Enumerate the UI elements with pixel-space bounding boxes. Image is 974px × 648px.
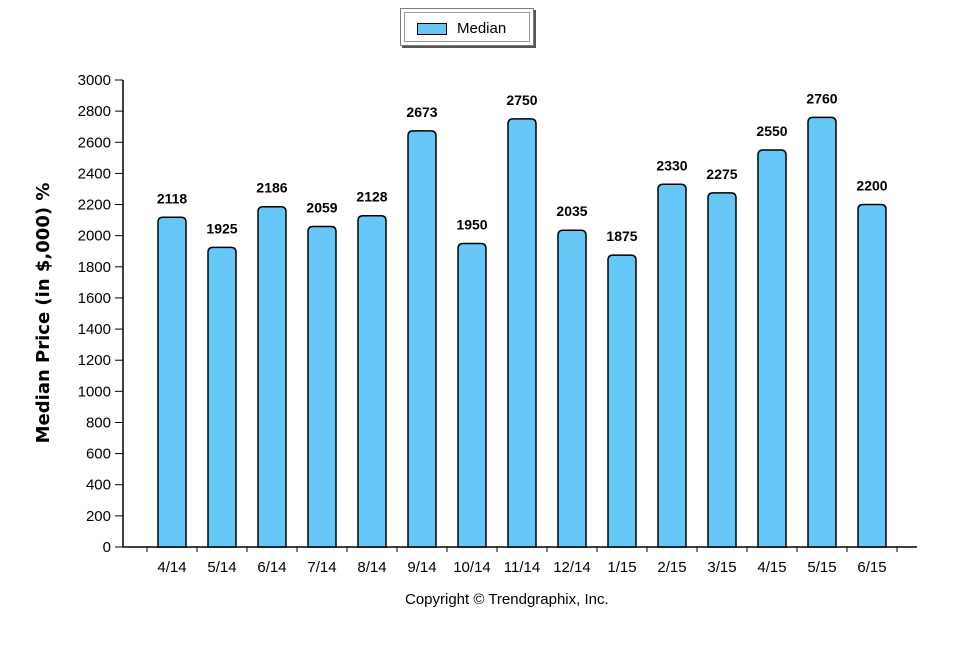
copyright-text: Copyright © Trendgraphix, Inc. xyxy=(405,591,609,608)
bar xyxy=(457,242,487,548)
y-tick-label: 1200 xyxy=(78,352,111,369)
bar-value-label: 2550 xyxy=(756,123,787,139)
bar-value-label: 2673 xyxy=(406,104,437,120)
x-tick-label: 8/14 xyxy=(357,559,386,576)
legend-frame: Median xyxy=(404,12,530,42)
x-tick-label: 9/14 xyxy=(407,559,436,576)
x-tick-label: 5/15 xyxy=(807,559,836,576)
x-tick-label: 3/15 xyxy=(707,559,736,576)
x-tick-label: 4/15 xyxy=(757,559,786,576)
y-tick-label: 800 xyxy=(86,414,111,431)
y-tick-label: 1600 xyxy=(78,290,111,307)
bar xyxy=(207,246,237,548)
bar-value-label: 2200 xyxy=(856,178,887,194)
bar xyxy=(857,203,887,548)
bar-value-label: 2330 xyxy=(656,157,687,173)
y-tick-label: 3000 xyxy=(78,72,111,89)
bar xyxy=(707,192,737,548)
bar xyxy=(507,118,537,548)
x-tick-label: 4/14 xyxy=(157,559,186,576)
x-tick-label: 5/14 xyxy=(207,559,236,576)
bar xyxy=(607,254,637,548)
y-tick-label: 1800 xyxy=(78,259,111,276)
x-tick-label: 7/14 xyxy=(307,559,336,576)
bar-value-label: 2035 xyxy=(556,203,587,219)
bar xyxy=(257,205,287,548)
bar xyxy=(357,214,387,548)
bar-value-label: 2760 xyxy=(806,90,837,106)
bar xyxy=(407,130,437,548)
bar-value-label: 2186 xyxy=(256,180,287,196)
bar-value-label: 2750 xyxy=(506,92,537,108)
x-tick-label: 1/15 xyxy=(607,559,636,576)
legend-label: Median xyxy=(457,20,507,37)
x-tick-label: 11/14 xyxy=(504,559,540,576)
bar xyxy=(157,216,187,548)
y-tick-label: 2600 xyxy=(78,134,111,151)
y-tick-label: 2000 xyxy=(78,228,111,245)
y-tick-label: 400 xyxy=(86,477,111,494)
bar-value-label: 2275 xyxy=(706,166,737,182)
bar xyxy=(557,229,587,548)
legend-swatch xyxy=(417,23,447,35)
bar xyxy=(807,116,837,548)
bar xyxy=(757,149,787,548)
x-tick-label: 6/15 xyxy=(857,559,886,576)
bar-value-label: 2118 xyxy=(157,190,188,206)
bar-value-label: 1950 xyxy=(456,216,487,232)
bar-value-label: 1875 xyxy=(606,228,637,244)
bar-value-label: 2059 xyxy=(306,199,337,215)
x-tick-label: 10/14 xyxy=(453,559,491,576)
y-tick-label: 0 xyxy=(103,539,111,556)
bar xyxy=(307,225,337,548)
y-tick-label: 1000 xyxy=(78,383,111,400)
y-axis-title: Median Price (in $,000) % xyxy=(33,183,54,444)
y-tick-label: 2200 xyxy=(78,197,111,214)
bar-value-label: 2128 xyxy=(356,189,387,205)
y-tick-label: 200 xyxy=(86,508,111,525)
x-tick-label: 6/14 xyxy=(257,559,286,576)
y-tick-label: 2400 xyxy=(78,165,111,182)
x-tick-label: 12/14 xyxy=(553,559,591,576)
legend: Median xyxy=(400,8,534,46)
y-tick-label: 600 xyxy=(86,446,111,463)
y-tick-label: 2800 xyxy=(78,103,111,120)
y-tick-label: 1400 xyxy=(78,321,111,338)
x-tick-label: 2/15 xyxy=(657,559,686,576)
bar xyxy=(657,183,687,548)
bar-value-label: 1925 xyxy=(206,220,237,236)
